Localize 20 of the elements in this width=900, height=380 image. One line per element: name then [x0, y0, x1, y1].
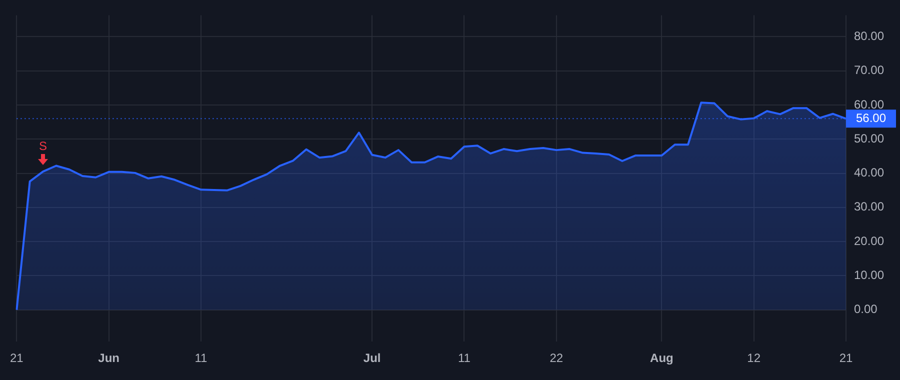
x-tick-label: 21 — [10, 351, 24, 366]
y-tick-label: 40.00 — [854, 166, 884, 180]
y-tick-label: 30.00 — [854, 200, 884, 214]
y-tick-label: 10.00 — [854, 268, 884, 282]
x-tick-label: 11 — [194, 351, 208, 366]
x-tick-label: 11 — [458, 351, 471, 366]
y-tick-label: 50.00 — [854, 131, 884, 146]
y-tick-label: 80.00 — [854, 29, 884, 44]
x-tick-label: 12 — [747, 351, 761, 366]
x-tick-label: 22 — [550, 351, 564, 366]
annotation: S — [38, 138, 48, 153]
y-tick-label: 20.00 — [854, 234, 884, 248]
x-tick-label: Jun — [98, 351, 120, 366]
x-tick-label: Aug — [650, 351, 674, 366]
x-tick-label: 21 — [839, 351, 853, 366]
y-tick-label: 0.00 — [854, 302, 878, 316]
x-tick-label: Jul — [363, 351, 381, 366]
ref-line-label: 56.00 — [856, 110, 886, 125]
y-tick-label: 70.00 — [854, 63, 884, 78]
y-tick-label: 60.00 — [854, 97, 884, 112]
